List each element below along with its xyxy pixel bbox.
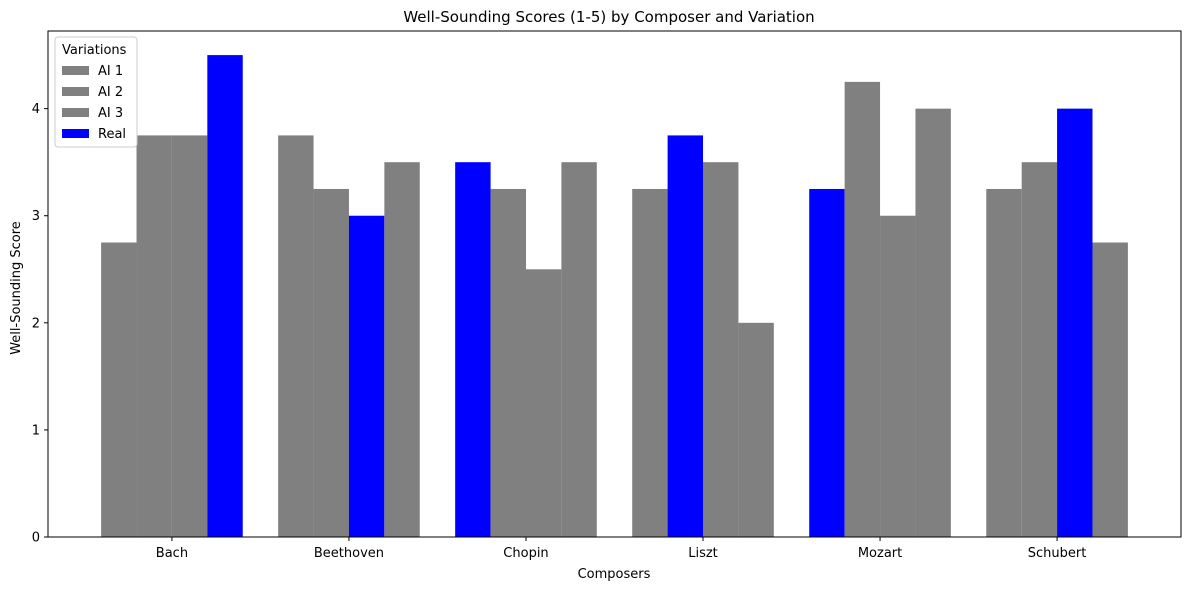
bar-beethoven-3 — [348, 215, 385, 538]
y-tick-label-2: 2 — [32, 316, 40, 331]
bar-beethoven-1 — [278, 135, 314, 537]
bar-bach-2 — [136, 135, 172, 537]
bar-mozart-4 — [915, 108, 951, 537]
legend: Variations AI 1 AI 2 AI 3 Real — [54, 36, 138, 148]
bar-mozart-3 — [880, 215, 916, 538]
bar-schubert-1 — [986, 188, 1022, 537]
legend-label-ai-2: AI 2 — [98, 85, 123, 100]
y-tick-label-3: 3 — [32, 209, 40, 224]
bar-bach-4 — [207, 55, 243, 537]
bar-liszt-1 — [632, 188, 668, 537]
x-tick-label-beethoven: Beethoven — [314, 546, 384, 561]
bar-chopin-3 — [525, 269, 562, 537]
bar-schubert-4 — [1092, 242, 1128, 537]
bar-liszt-4 — [738, 322, 774, 537]
bar-schubert-3 — [1057, 108, 1093, 537]
bar-liszt-2 — [667, 135, 704, 537]
bar-mozart-2 — [844, 81, 881, 538]
legend-box — [54, 36, 138, 148]
legend-swatch-real — [62, 129, 89, 138]
x-tick-label-mozart: Mozart — [858, 546, 902, 561]
bar-chopin-4 — [561, 162, 597, 537]
bars-layer — [101, 55, 1128, 538]
chart-title: Well-Sounding Scores (1-5) by Composer a… — [403, 8, 814, 26]
bar-bach-1 — [101, 242, 137, 537]
y-tick-label-4: 4 — [32, 102, 40, 117]
bar-bach-3 — [171, 135, 208, 537]
x-tick-label-bach: Bach — [156, 546, 188, 561]
legend-swatch-ai-1 — [62, 66, 89, 75]
bar-mozart-1 — [809, 188, 845, 537]
legend-swatch-ai-2 — [62, 87, 89, 96]
bar-beethoven-2 — [313, 188, 349, 537]
bar-schubert-2 — [1021, 162, 1058, 537]
y-axis-title: Well-Sounding Score — [9, 221, 24, 355]
x-tick-label-liszt: Liszt — [688, 546, 718, 561]
x-tick-label-chopin: Chopin — [503, 546, 548, 561]
plot-frame — [47, 30, 1182, 538]
legend-label-ai-1: AI 1 — [98, 64, 123, 79]
legend-label-ai-3: AI 3 — [98, 106, 123, 121]
bar-liszt-3 — [703, 162, 739, 537]
bar-chopin-1 — [455, 162, 491, 537]
legend-swatch-ai-3 — [62, 108, 89, 117]
x-axis-title: Composers — [578, 567, 651, 582]
bar-beethoven-4 — [384, 162, 420, 537]
y-tick-label-1: 1 — [32, 423, 40, 438]
y-tick-label-0: 0 — [32, 531, 40, 546]
x-tick-label-schubert: Schubert — [1028, 546, 1087, 561]
bar-chopin-2 — [490, 188, 526, 537]
legend-title: Variations — [62, 43, 127, 58]
legend-label-real: Real — [98, 127, 126, 142]
axes-layer: Bach Beethoven Chopin Liszt Mozart Schubert 0 1… — [32, 102, 1087, 561]
